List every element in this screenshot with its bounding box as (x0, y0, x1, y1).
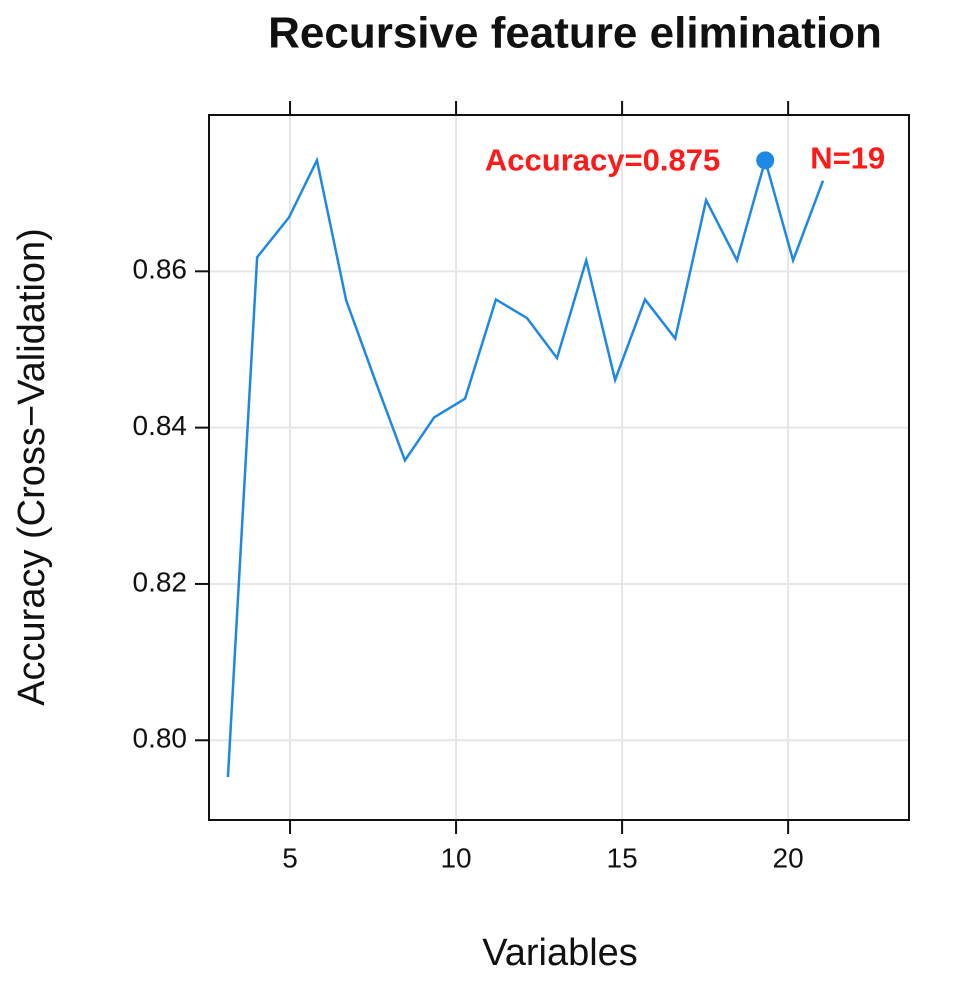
plot-frame (208, 114, 910, 821)
y-tick-label: 0.82 (133, 566, 188, 597)
chart-title: Recursive feature elimination (268, 9, 882, 58)
y-tick-label: 0.80 (133, 723, 188, 754)
line (226, 155, 825, 778)
annotation: Accuracy=0.875 (485, 143, 720, 178)
x-tick-label: 15 (607, 842, 638, 873)
x-tick-label: 5 (282, 842, 298, 873)
x-tick-label: 20 (773, 842, 804, 873)
annotation: N=19 (810, 141, 885, 176)
x-tick-label: 10 (440, 842, 471, 873)
y-axis-label: Accuracy (Cross−Validation) (11, 228, 53, 706)
y-tick-label: 0.84 (133, 410, 188, 441)
highlight-point (756, 151, 775, 170)
x-axis-label: Variables (482, 932, 638, 974)
y-tick-label: 0.86 (133, 254, 188, 285)
